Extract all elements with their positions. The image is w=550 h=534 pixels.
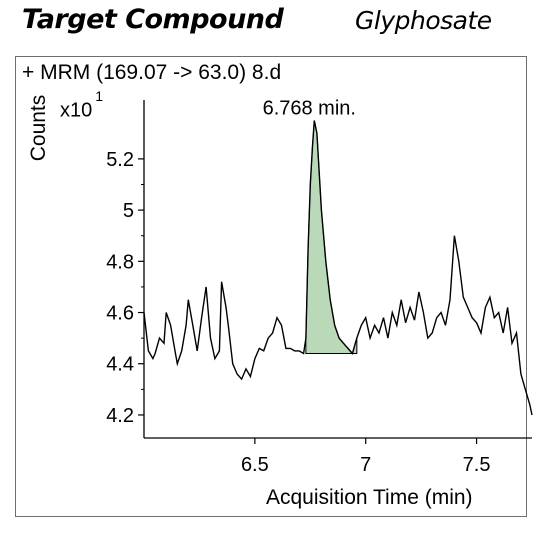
y-multiplier: x101 [60, 88, 103, 123]
y-tick-label: 4.6 [106, 303, 134, 325]
x-tick-label: 6.5 [241, 454, 269, 476]
x-tick-label: 7.5 [463, 454, 491, 476]
integrated-peak-area [305, 120, 358, 355]
y-tick-label: 4.2 [106, 405, 134, 427]
chromatogram-panel [15, 56, 527, 517]
target-compound-title: Target Compound [22, 4, 284, 35]
peak-label: 6.768 min. [263, 97, 356, 119]
x-axis-label: Acquisition Time (min) [266, 486, 473, 509]
y-tick-label: 5 [123, 200, 134, 222]
compound-name: Glyphosate [355, 6, 492, 35]
y-tick-label: 4.8 [106, 251, 134, 273]
y-tick-label: 5.2 [106, 149, 134, 171]
y-multiplier-base: x10 [60, 99, 93, 122]
trace-label: + MRM (169.07 -> 63.0) 8.d [22, 61, 282, 84]
x-tick-label: 7 [360, 454, 371, 476]
y-tick-label: 4.4 [106, 354, 134, 376]
y-multiplier-exponent: 1 [95, 88, 104, 104]
chromatogram-trace [143, 120, 533, 416]
